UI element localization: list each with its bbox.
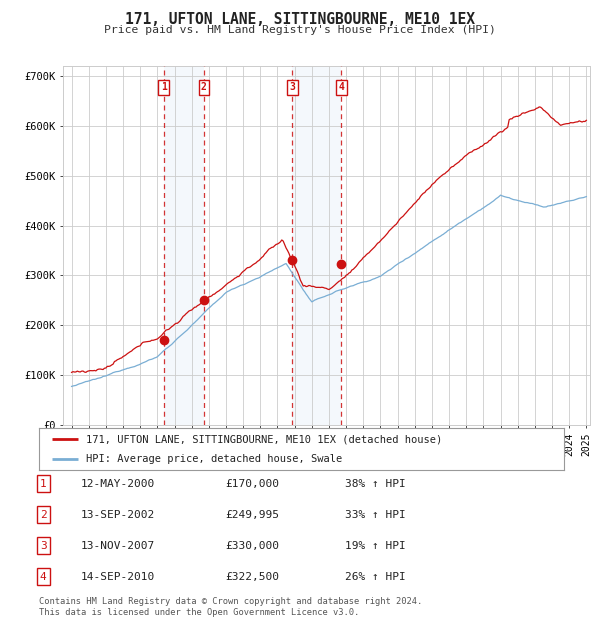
Text: 1: 1 (40, 479, 47, 489)
Text: 2: 2 (201, 82, 207, 92)
Text: 19% ↑ HPI: 19% ↑ HPI (345, 541, 406, 551)
Text: 13-SEP-2002: 13-SEP-2002 (81, 510, 155, 520)
Text: 171, UFTON LANE, SITTINGBOURNE, ME10 1EX (detached house): 171, UFTON LANE, SITTINGBOURNE, ME10 1EX… (86, 434, 443, 444)
Text: 14-SEP-2010: 14-SEP-2010 (81, 572, 155, 582)
Text: 13-NOV-2007: 13-NOV-2007 (81, 541, 155, 551)
Text: 4: 4 (40, 572, 47, 582)
Text: £249,995: £249,995 (225, 510, 279, 520)
Text: 4: 4 (338, 82, 344, 92)
Text: 12-MAY-2000: 12-MAY-2000 (81, 479, 155, 489)
Text: Contains HM Land Registry data © Crown copyright and database right 2024.
This d: Contains HM Land Registry data © Crown c… (39, 598, 422, 617)
Text: 3: 3 (40, 541, 47, 551)
Text: £322,500: £322,500 (225, 572, 279, 582)
Text: 33% ↑ HPI: 33% ↑ HPI (345, 510, 406, 520)
Bar (164, 66, 204, 425)
Text: £170,000: £170,000 (225, 479, 279, 489)
Text: 1: 1 (161, 82, 167, 92)
Text: 3: 3 (289, 82, 295, 92)
Text: 2: 2 (40, 510, 47, 520)
Text: Price paid vs. HM Land Registry's House Price Index (HPI): Price paid vs. HM Land Registry's House … (104, 25, 496, 35)
Text: 38% ↑ HPI: 38% ↑ HPI (345, 479, 406, 489)
Text: HPI: Average price, detached house, Swale: HPI: Average price, detached house, Swal… (86, 454, 343, 464)
Text: 26% ↑ HPI: 26% ↑ HPI (345, 572, 406, 582)
Text: £330,000: £330,000 (225, 541, 279, 551)
Text: 171, UFTON LANE, SITTINGBOURNE, ME10 1EX: 171, UFTON LANE, SITTINGBOURNE, ME10 1EX (125, 12, 475, 27)
Bar (292, 66, 341, 425)
